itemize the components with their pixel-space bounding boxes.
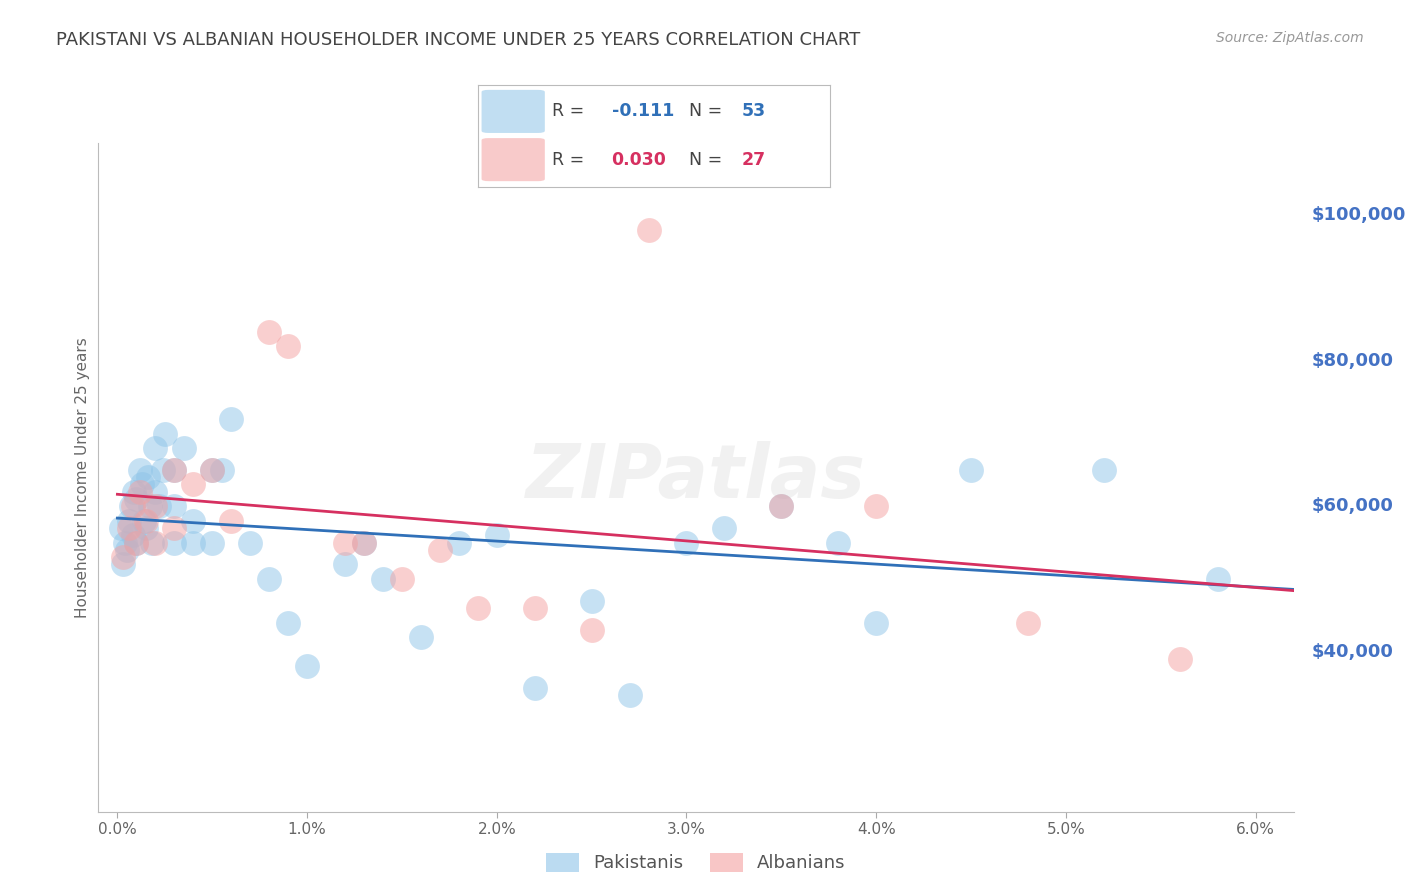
Point <box>135 514 157 528</box>
Point <box>136 470 159 484</box>
FancyBboxPatch shape <box>481 90 546 133</box>
Point <box>1168 652 1191 666</box>
Point <box>132 514 155 528</box>
Text: N =: N = <box>689 151 728 169</box>
Text: Source: ZipAtlas.com: Source: ZipAtlas.com <box>1216 31 1364 45</box>
Text: 27: 27 <box>742 151 766 169</box>
Text: 53: 53 <box>742 103 766 120</box>
Point <box>118 514 141 528</box>
Point <box>121 528 143 542</box>
Point <box>163 500 186 514</box>
Point <box>257 572 280 586</box>
Point <box>770 500 793 514</box>
Point <box>125 491 148 506</box>
Point <box>637 223 659 237</box>
Point <box>391 572 413 586</box>
Point <box>201 535 224 549</box>
Text: $40,000: $40,000 <box>1312 643 1393 661</box>
Point <box>219 514 242 528</box>
Point <box>277 615 299 630</box>
Point <box>153 426 176 441</box>
Point <box>163 521 186 535</box>
Point <box>447 535 470 549</box>
Point <box>148 500 170 514</box>
FancyBboxPatch shape <box>481 138 546 181</box>
Text: -0.111: -0.111 <box>612 103 673 120</box>
Point <box>333 558 356 572</box>
Point <box>143 484 166 499</box>
Point <box>485 528 508 542</box>
Text: R =: R = <box>551 151 589 169</box>
Point <box>219 412 242 426</box>
Text: $80,000: $80,000 <box>1312 351 1393 370</box>
Point <box>429 543 451 558</box>
Point <box>114 535 136 549</box>
Point <box>960 463 983 477</box>
Point <box>295 659 318 673</box>
Point <box>201 463 224 477</box>
Point <box>129 463 152 477</box>
Point <box>619 689 641 703</box>
Point <box>827 535 849 549</box>
Point <box>163 463 186 477</box>
Y-axis label: Householder Income Under 25 years: Householder Income Under 25 years <box>75 337 90 617</box>
Point <box>865 615 887 630</box>
Point <box>118 521 141 535</box>
Point <box>163 463 186 477</box>
Text: $100,000: $100,000 <box>1312 206 1406 225</box>
Text: 0.030: 0.030 <box>612 151 666 169</box>
Point <box>1092 463 1115 477</box>
Point <box>112 550 135 565</box>
Point <box>120 500 142 514</box>
Point <box>333 535 356 549</box>
Point <box>143 500 166 514</box>
Point <box>523 681 546 695</box>
Point <box>135 521 157 535</box>
Text: R =: R = <box>551 103 589 120</box>
Point <box>1017 615 1039 630</box>
Point <box>675 535 697 549</box>
Point <box>131 477 153 491</box>
Point <box>277 339 299 353</box>
Point <box>409 630 432 644</box>
Point <box>129 484 152 499</box>
Point <box>124 484 146 499</box>
Text: ZIPatlas: ZIPatlas <box>526 441 866 514</box>
Point <box>523 601 546 615</box>
Point <box>181 477 204 491</box>
Text: PAKISTANI VS ALBANIAN HOUSEHOLDER INCOME UNDER 25 YEARS CORRELATION CHART: PAKISTANI VS ALBANIAN HOUSEHOLDER INCOME… <box>56 31 860 49</box>
Point <box>770 500 793 514</box>
Point <box>138 500 160 514</box>
Point <box>467 601 489 615</box>
Point <box>110 521 132 535</box>
Point <box>581 594 603 608</box>
Point <box>152 463 174 477</box>
Text: $60,000: $60,000 <box>1312 498 1393 516</box>
Point <box>125 535 148 549</box>
Point <box>257 325 280 339</box>
Point <box>163 535 186 549</box>
Point <box>181 514 204 528</box>
Point <box>201 463 224 477</box>
Point <box>125 535 148 549</box>
Point <box>581 623 603 637</box>
Point <box>371 572 394 586</box>
Point <box>141 535 163 549</box>
Point <box>143 535 166 549</box>
Point <box>115 543 138 558</box>
Point <box>1206 572 1229 586</box>
Point <box>121 500 143 514</box>
Point <box>865 500 887 514</box>
Point <box>112 558 135 572</box>
Point <box>143 441 166 455</box>
Point <box>353 535 375 549</box>
Point <box>353 535 375 549</box>
Legend: Pakistanis, Albanians: Pakistanis, Albanians <box>538 846 853 880</box>
Text: N =: N = <box>689 103 728 120</box>
Point <box>713 521 735 535</box>
Point <box>239 535 262 549</box>
Point <box>211 463 233 477</box>
Point <box>173 441 195 455</box>
Point <box>181 535 204 549</box>
